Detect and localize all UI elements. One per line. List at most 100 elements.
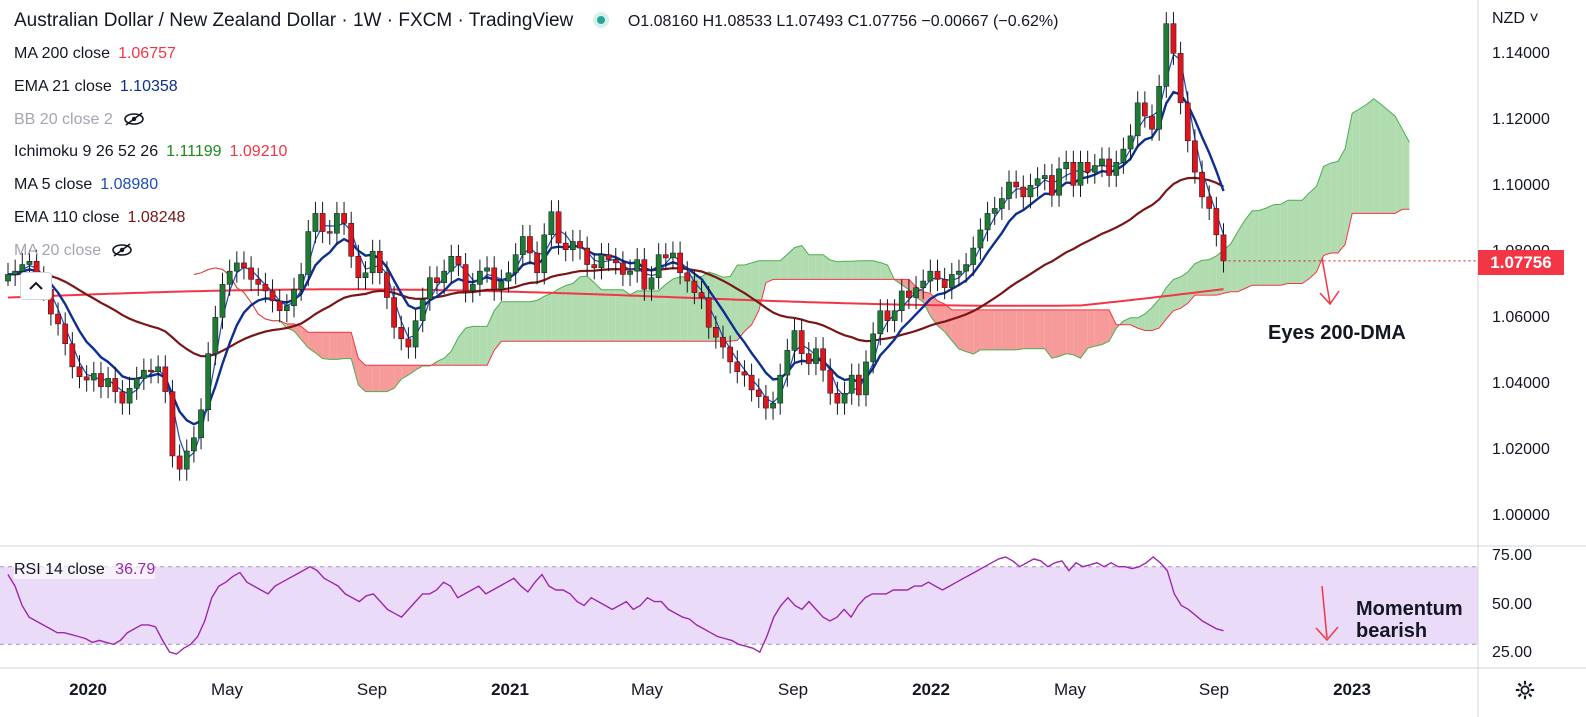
chevron-up-icon [29,281,43,290]
indicator-value: 1.11199 [166,143,222,161]
candle-down [405,338,412,348]
cloud-segment-bullish [1216,250,1224,296]
rsi-label: RSI 14 close [14,561,105,578]
candle-down [491,267,498,290]
cloud-segment-bullish [1359,104,1367,214]
candle-down [705,297,712,328]
candle-up [963,264,969,272]
cloud-segment-bullish [765,260,774,283]
candle-up [441,270,447,283]
cloud-segment-bearish [1087,309,1095,349]
candle-up [541,234,548,274]
indicator-row[interactable]: MA 20 close [14,241,133,260]
cloud-segment-bullish [601,289,609,342]
cloud-segment-bullish [1180,271,1188,309]
cloud-segment-bullish [1123,317,1131,325]
cloud-segment-bullish [866,260,874,280]
symbol-title[interactable]: Australian Dollar / New Zealand Dollar ·… [14,10,574,31]
candle-up [448,256,455,272]
cloud-segment-bullish [844,261,852,280]
candle-down [884,310,891,321]
cloud-segment-bullish [794,245,802,280]
candle-up [1056,168,1062,196]
cloud-segment-bearish [386,365,395,392]
arrow-rsi-head [1315,626,1339,642]
candle-down [1170,23,1177,54]
cloud-segment-bearish [937,300,945,332]
candle-down [534,252,540,274]
cloud-segment-bullish [487,310,495,366]
candle-up [141,369,147,379]
cloud-segment-bullish [1352,109,1360,214]
cloud-segment-bullish [437,358,445,366]
indicator-row[interactable]: MA 200 close 1.06757 [14,45,176,63]
candle-up [670,252,676,259]
candle-up [948,274,955,288]
cloud-segment-bearish [1059,309,1067,357]
price-tick-label: 1.02000 [1492,441,1550,458]
cloud-segment-bearish [365,365,373,392]
candle-up [126,388,133,404]
candle-down [941,279,948,288]
time-tick-label: Sep [777,680,809,699]
candle-up [848,374,855,394]
cloud-segment-bearish [1016,309,1024,350]
cloud-segment-bearish [1101,309,1110,345]
candle-down [248,267,254,280]
candle-down [577,241,583,249]
cloud-segment-bearish [301,326,309,348]
cloud-segment-bearish [1009,309,1017,350]
cloud-segment-bearish [1109,309,1117,342]
cloud-segment-bullish [1194,260,1203,296]
indicator-row[interactable]: Ichimoku 9 26 52 26 1.11199 1.09210 [14,143,287,161]
candle-down [1084,162,1091,173]
candle-down [1177,53,1184,104]
candle-down [462,264,469,292]
currency-label: NZD [1492,10,1525,27]
annotation-momentum-line2: bearish [1356,620,1428,642]
candle-up [183,450,190,470]
cloud-segment-bullish [1366,98,1374,214]
cloud-segment-bearish [1066,309,1074,355]
candle-up [1034,178,1041,186]
candle-up [419,298,426,321]
currency-selector[interactable]: NZD ˅ [1492,10,1539,28]
cloud-segment-bullish [472,326,480,366]
cloud-segment-bullish [787,247,795,280]
cloud-segment-bullish [837,261,845,280]
cloud-segment-bullish [873,260,881,280]
cloud-segment-bearish [930,293,938,326]
rsi-tick-label: 75.00 [1492,547,1533,564]
cloud-segment-bullish [494,301,502,351]
cloud-segment-bullish [501,301,509,342]
candle-up [19,264,26,272]
cloud-segment-bullish [744,262,752,332]
indicator-label: MA 200 close [14,45,111,62]
cloud-segment-bullish [551,288,559,342]
candle-up [784,350,791,376]
ohlc-values: O1.08160 H1.08533 L1.07493 C1.07756 −0.0… [627,13,1059,30]
eye-crossed-icon[interactable] [123,112,145,127]
candle-down [1220,234,1227,262]
indicator-label: BB 20 close 2 [14,111,113,129]
candle-up [898,290,905,312]
annotation-momentum-line1: Momentum [1356,598,1463,620]
indicator-row[interactable]: MA 5 close 1.08980 [14,176,158,194]
indicator-row[interactable]: EMA 21 close 1.10358 [14,78,178,96]
cloud-segment-bearish [951,309,959,350]
eye-crossed-icon[interactable] [111,243,133,257]
candle-down [677,252,683,274]
settings-gear-icon[interactable] [1514,679,1536,701]
candle-up [627,270,633,275]
candle-up [770,402,776,409]
indicator-row[interactable]: EMA 110 close 1.08248 [14,209,185,227]
candle-up [305,231,312,275]
candle-down [834,393,841,404]
candle-up [233,262,240,272]
indicator-row[interactable]: BB 20 close 2 [14,110,145,129]
cloud-segment-bearish [358,358,366,392]
collapse-legend-button[interactable] [20,272,52,300]
candle-down [698,292,705,298]
candle-down [1192,140,1198,173]
